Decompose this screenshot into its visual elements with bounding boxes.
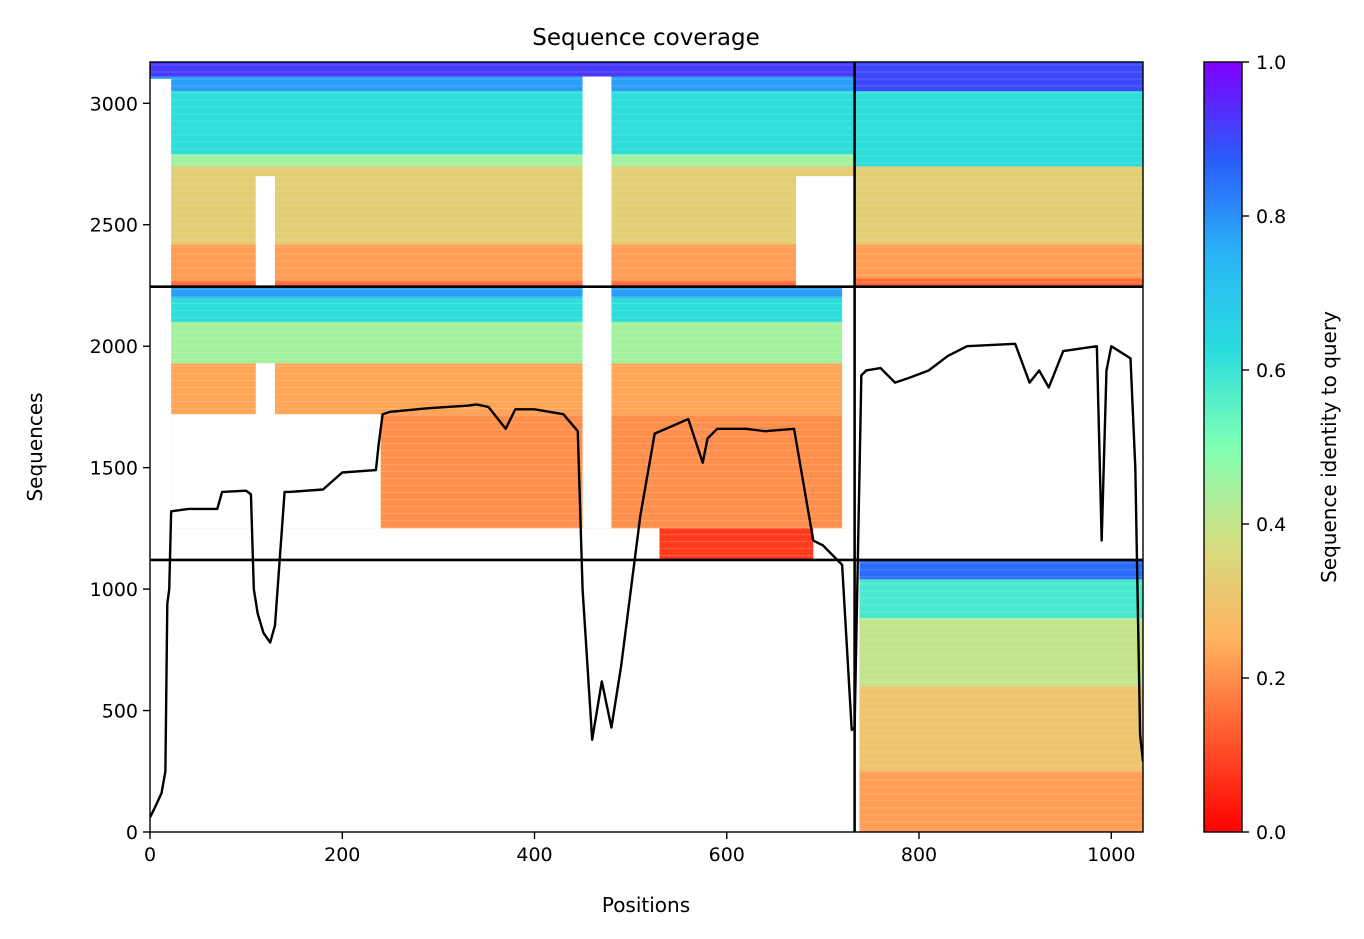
identity-band — [150, 76, 855, 92]
y-axis-label: Sequences — [23, 392, 47, 501]
x-tick-label: 800 — [901, 844, 937, 866]
gap-region — [150, 286, 172, 560]
identity-band — [854, 91, 1143, 167]
x-axis: 0 200 400 600 800 1000 — [144, 832, 1135, 866]
identity-band — [854, 166, 1143, 245]
gap-region — [255, 176, 275, 287]
coverage-block — [150, 62, 855, 287]
gap-region — [255, 363, 275, 529]
identity-band — [150, 363, 855, 415]
colorbar — [1203, 61, 1243, 833]
colorbar-tick-label: 1.0 — [1256, 52, 1286, 74]
identity-band — [854, 278, 1143, 287]
identity-band — [854, 579, 1143, 619]
y-tick-label: 1500 — [90, 458, 138, 480]
x-axis-label: Positions — [602, 893, 690, 917]
gap-region — [842, 286, 855, 529]
chart-title: Sequence coverage — [532, 25, 760, 51]
y-tick-label: 2000 — [90, 336, 138, 358]
y-axis: 0 500 1000 1500 2000 2500 3000 — [90, 93, 150, 844]
identity-band — [854, 244, 1143, 279]
heatmap-blocks — [150, 62, 1143, 832]
identity-band — [150, 286, 855, 298]
identity-band — [854, 686, 1143, 772]
y-tick-label: 500 — [102, 701, 138, 723]
x-tick-label: 600 — [709, 844, 745, 866]
colorbar-axis: 0.0 0.2 0.4 0.6 0.8 1.0 — [1242, 52, 1286, 844]
x-tick-label: 1000 — [1087, 844, 1135, 866]
colorbar-tick-label: 0.4 — [1256, 514, 1286, 536]
x-tick-label: 200 — [324, 844, 360, 866]
colorbar-tick-label: 0.2 — [1256, 668, 1286, 690]
identity-band — [150, 321, 855, 364]
identity-band — [854, 62, 1143, 92]
gap-region — [582, 76, 612, 287]
gap-region — [795, 176, 855, 287]
gap-region — [171, 528, 660, 560]
coverage-block — [854, 559, 1143, 832]
identity-band — [150, 166, 855, 245]
identity-band — [150, 62, 855, 77]
colorbar-label: Sequence identity to query — [1317, 311, 1341, 583]
plot-frame — [149, 61, 1144, 833]
coverage-line — [150, 342, 1143, 818]
colorbar-tick-label: 0.6 — [1256, 360, 1286, 382]
gap-region — [582, 286, 612, 529]
x-tick-label: 400 — [516, 844, 552, 866]
identity-band — [150, 280, 855, 287]
identity-band — [150, 91, 855, 155]
gap-region — [854, 559, 860, 832]
x-tick-label: 0 — [144, 844, 156, 866]
gap-region — [150, 79, 172, 287]
colorbar-tick-label: 0.0 — [1256, 822, 1286, 844]
y-tick-label: 0 — [126, 822, 138, 844]
identity-band — [150, 297, 855, 322]
y-tick-label: 3000 — [90, 93, 138, 115]
identity-band — [854, 618, 1143, 687]
identity-band — [150, 154, 855, 167]
y-tick-label: 2500 — [90, 215, 138, 237]
plot-area — [150, 62, 1143, 832]
identity-band — [854, 771, 1143, 832]
colorbar-tick-label: 0.8 — [1256, 206, 1286, 228]
y-tick-label: 1000 — [90, 579, 138, 601]
identity-band — [854, 559, 1143, 580]
coverage-block — [854, 62, 1143, 287]
